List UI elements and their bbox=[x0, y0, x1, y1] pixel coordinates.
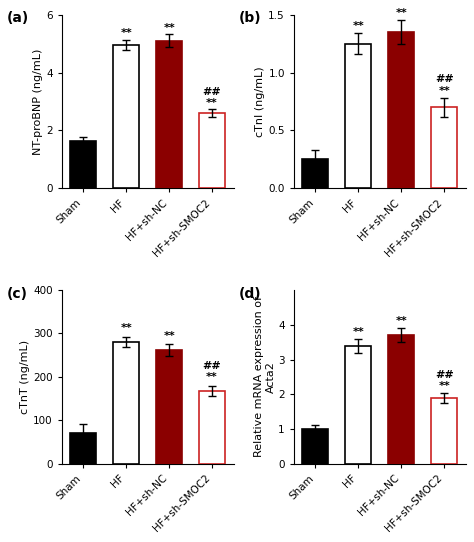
Bar bbox=[302, 429, 328, 464]
Text: **: ** bbox=[206, 98, 218, 108]
Bar bbox=[302, 159, 328, 189]
Y-axis label: cTnT (ng/mL): cTnT (ng/mL) bbox=[20, 340, 30, 414]
Text: **: ** bbox=[353, 21, 364, 31]
Text: ##: ## bbox=[203, 87, 221, 96]
Y-axis label: cTnI (ng/mL): cTnI (ng/mL) bbox=[255, 66, 265, 137]
Text: **: ** bbox=[163, 23, 175, 33]
Bar bbox=[156, 41, 182, 189]
Bar bbox=[113, 342, 139, 464]
Bar bbox=[431, 398, 457, 464]
Bar bbox=[70, 140, 96, 189]
Bar bbox=[431, 107, 457, 189]
Text: (c): (c) bbox=[7, 287, 28, 300]
Text: **: ** bbox=[163, 331, 175, 341]
Text: **: ** bbox=[438, 86, 450, 96]
Bar bbox=[346, 346, 371, 464]
Bar bbox=[156, 350, 182, 464]
Text: ##: ## bbox=[435, 74, 454, 85]
Text: (b): (b) bbox=[239, 11, 262, 25]
Text: (d): (d) bbox=[239, 287, 262, 300]
Text: **: ** bbox=[438, 381, 450, 391]
Bar bbox=[199, 391, 225, 464]
Bar bbox=[388, 32, 414, 189]
Text: **: ** bbox=[206, 372, 218, 382]
Text: **: ** bbox=[353, 327, 364, 337]
Text: (a): (a) bbox=[7, 11, 29, 25]
Bar bbox=[199, 113, 225, 189]
Text: ##: ## bbox=[435, 370, 454, 379]
Text: ##: ## bbox=[203, 361, 221, 371]
Y-axis label: NT-proBNP (ng/mL): NT-proBNP (ng/mL) bbox=[33, 48, 43, 154]
Bar bbox=[388, 335, 414, 464]
Bar bbox=[113, 45, 139, 189]
Text: **: ** bbox=[120, 28, 132, 38]
Y-axis label: Relative mRNA expression of
Acta2: Relative mRNA expression of Acta2 bbox=[254, 296, 275, 457]
Text: **: ** bbox=[395, 316, 407, 326]
Text: **: ** bbox=[120, 324, 132, 333]
Bar bbox=[70, 434, 96, 464]
Text: **: ** bbox=[395, 8, 407, 18]
Bar bbox=[346, 43, 371, 189]
